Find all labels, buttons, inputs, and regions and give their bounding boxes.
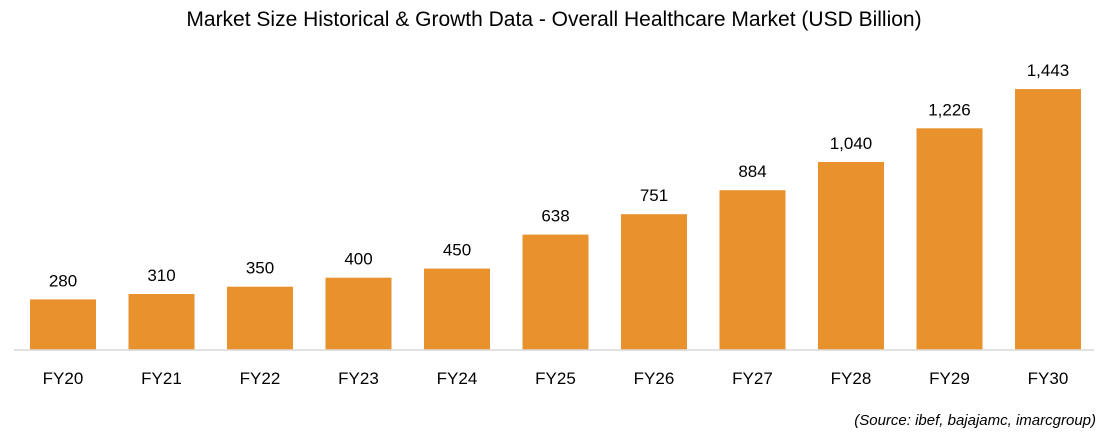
data-labels-layer: 280 310 350 400 450 638 751 884 1,040 1,226 1,443 — [49, 61, 1069, 290]
bar-fy29 — [916, 128, 983, 350]
x-tick-label-fy25: FY25 — [535, 369, 576, 388]
x-tick-label-fy20: FY20 — [43, 369, 84, 388]
x-tick-label-fy23: FY23 — [338, 369, 379, 388]
bar-fy22 — [227, 286, 293, 350]
x-tick-label-fy28: FY28 — [831, 369, 872, 388]
x-tick-label-fy22: FY22 — [240, 369, 281, 388]
bar-fy24 — [424, 268, 490, 350]
bar-fy21 — [128, 294, 195, 350]
x-tick-label-fy29: FY29 — [929, 369, 970, 388]
bar-fy20 — [30, 299, 96, 350]
data-label-fy30: 1,443 — [1027, 61, 1070, 80]
data-label-fy26: 751 — [640, 186, 668, 205]
x-tick-label-fy27: FY27 — [732, 369, 773, 388]
x-tick-label-fy24: FY24 — [437, 369, 478, 388]
data-label-fy29: 1,226 — [928, 100, 971, 119]
data-label-fy25: 638 — [541, 207, 569, 226]
data-label-fy22: 350 — [246, 259, 274, 278]
source-note: (Source: ibef, bajajamc, imarcgroup) — [854, 412, 1096, 429]
bar-fy28 — [818, 162, 884, 350]
bars-layer — [30, 89, 1081, 350]
x-tick-label-fy26: FY26 — [634, 369, 675, 388]
bar-fy27 — [719, 190, 786, 350]
x-tick-labels-layer: FY20 FY21 FY22 FY23 FY24 FY25 FY26 FY27 FY28 FY29… — [43, 369, 1069, 388]
chart-title: Market Size Historical & Growth Data - O… — [186, 8, 921, 31]
data-label-fy21: 310 — [147, 266, 175, 285]
bar-fy30 — [1015, 89, 1081, 350]
data-label-fy28: 1,040 — [830, 134, 873, 153]
x-tick-label-fy21: FY21 — [141, 369, 182, 388]
x-tick-label-fy30: FY30 — [1028, 369, 1069, 388]
data-label-fy24: 450 — [443, 241, 471, 260]
data-label-fy20: 280 — [49, 271, 77, 290]
bar-fy25 — [522, 234, 589, 350]
bar-fy23 — [325, 277, 392, 350]
data-label-fy23: 400 — [344, 250, 372, 269]
data-label-fy27: 884 — [738, 162, 766, 181]
bar-fy26 — [621, 214, 687, 350]
